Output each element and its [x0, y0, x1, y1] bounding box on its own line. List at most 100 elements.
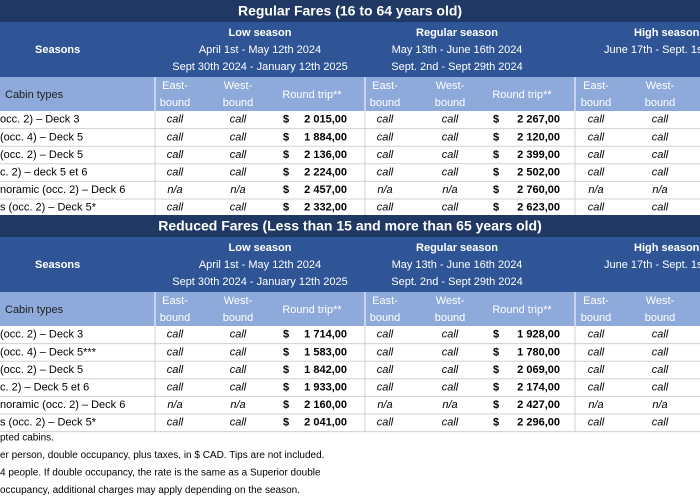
column-header: bound: [581, 97, 612, 109]
column-header: East-: [162, 295, 188, 307]
currency: $: [283, 382, 289, 394]
cabin-name: occ. 2) – Deck 3: [0, 114, 79, 126]
column-header: bound: [645, 312, 676, 324]
status: call: [167, 364, 184, 376]
season-name: High season: [634, 27, 700, 39]
column-header: Round trip**: [282, 304, 342, 316]
column-header: West-: [224, 80, 253, 92]
status: call: [230, 346, 247, 358]
status: n/a: [377, 399, 392, 411]
seasons-band: [0, 22, 700, 77]
price: 2 136,00: [304, 149, 347, 161]
column-header: West-: [224, 295, 253, 307]
status: call: [652, 149, 669, 161]
status: call: [377, 382, 394, 394]
currency: $: [283, 114, 289, 126]
currency: $: [283, 202, 289, 214]
season-dates: June 17th - Sept. 1st: [604, 44, 700, 56]
status: call: [377, 329, 394, 341]
column-header: bound: [370, 97, 401, 109]
column-header: East-: [583, 295, 609, 307]
status: call: [442, 329, 459, 341]
status: call: [377, 131, 394, 143]
currency: $: [283, 417, 289, 429]
status: call: [167, 382, 184, 394]
seasons-label: Seasons: [35, 259, 80, 271]
season-name: Low season: [229, 242, 292, 254]
status: call: [230, 202, 247, 214]
currency: $: [493, 202, 499, 214]
currency: $: [493, 131, 499, 143]
price: 2 224,00: [304, 167, 347, 179]
column-header: West-: [436, 80, 465, 92]
status: call: [442, 167, 459, 179]
column-header: East-: [162, 80, 188, 92]
status: n/a: [652, 184, 667, 196]
status: call: [167, 346, 184, 358]
season-name: Regular season: [416, 27, 498, 39]
status: call: [588, 346, 605, 358]
cabin-name: c. 2) – Deck 5 et 6: [0, 382, 89, 394]
column-header: bound: [645, 97, 676, 109]
status: call: [652, 382, 669, 394]
status: call: [167, 167, 184, 179]
section-title-bar: [0, 215, 700, 237]
season-dates: Sept 30th 2024 - January 12th 2025: [172, 61, 348, 73]
price: 2 120,00: [517, 131, 560, 143]
cabin-name: (occ. 2) – Deck 3: [0, 329, 83, 341]
status: call: [652, 329, 669, 341]
status: call: [167, 131, 184, 143]
status: call: [167, 329, 184, 341]
status: call: [442, 131, 459, 143]
status: call: [377, 149, 394, 161]
status: call: [167, 202, 184, 214]
status: call: [588, 382, 605, 394]
currency: $: [493, 184, 499, 196]
season-dates: April 1st - May 12th 2024: [199, 44, 321, 56]
price: 2 623,00: [517, 202, 560, 214]
column-header: bound: [370, 312, 401, 324]
column-header: bound: [160, 97, 191, 109]
currency: $: [493, 114, 499, 126]
note: pted cabins.: [0, 433, 54, 444]
status: call: [230, 417, 247, 429]
status: call: [377, 167, 394, 179]
status: call: [230, 149, 247, 161]
currency: $: [283, 346, 289, 358]
status: n/a: [442, 399, 457, 411]
column-header: bound: [160, 312, 191, 324]
status: call: [652, 202, 669, 214]
status: call: [230, 364, 247, 376]
price: 1 780,00: [517, 346, 560, 358]
currency: $: [493, 364, 499, 376]
status: call: [230, 167, 247, 179]
price: 1 842,00: [304, 364, 347, 376]
season-dates: Sept. 2nd - Sept 29th 2024: [391, 276, 523, 288]
cabin-name: (occ. 4) – Deck 5: [0, 131, 83, 143]
status: call: [167, 114, 184, 126]
seasons-label: Seasons: [35, 44, 80, 56]
status: n/a: [588, 184, 603, 196]
column-header: bound: [581, 312, 612, 324]
status: n/a: [230, 184, 245, 196]
price: 2 760,00: [517, 184, 560, 196]
price: 2 296,00: [517, 417, 560, 429]
cabin-name: (occ. 4) – Deck 5***: [0, 346, 97, 358]
status: call: [377, 346, 394, 358]
status: call: [652, 167, 669, 179]
currency: $: [283, 131, 289, 143]
column-header: Round trip**: [492, 304, 552, 316]
season-dates: Sept 30th 2024 - January 12th 2025: [172, 276, 348, 288]
column-header: East-: [583, 80, 609, 92]
status: call: [588, 202, 605, 214]
currency: $: [283, 167, 289, 179]
price: 2 399,00: [517, 149, 560, 161]
status: call: [652, 346, 669, 358]
column-header: bound: [435, 97, 466, 109]
header-band: [0, 77, 700, 111]
note: 4 people. If double occupancy, the rate …: [0, 468, 321, 479]
column-header: East-: [372, 80, 398, 92]
currency: $: [493, 149, 499, 161]
season-dates: May 13th - June 16th 2024: [392, 44, 523, 56]
